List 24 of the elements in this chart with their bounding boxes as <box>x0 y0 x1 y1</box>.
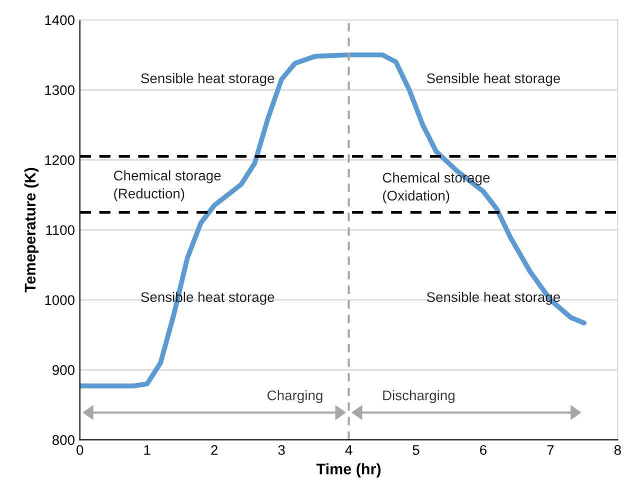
annotation: Chemical storage (Reduction) <box>114 170 221 202</box>
x-tick-label: 7 <box>547 445 554 455</box>
x-axis-title: Time (hr) <box>316 463 381 478</box>
y-tick-label: 1200 <box>45 155 74 166</box>
y-tick-label: 900 <box>52 365 74 376</box>
annotation: Sensible heat storage <box>426 73 560 86</box>
x-tick-label: 0 <box>76 445 84 455</box>
x-tick-label: 4 <box>345 445 352 455</box>
y-tick-label: 1000 <box>45 295 74 306</box>
x-tick-label: 2 <box>211 445 218 455</box>
x-tick-label: 5 <box>412 445 420 455</box>
annotation: Charging <box>268 390 322 404</box>
line-series <box>80 52 586 388</box>
x-tick-label: 8 <box>614 445 621 455</box>
y-axis-title: Temeperature (K) <box>24 168 39 292</box>
y-tick-label: 800 <box>52 435 74 446</box>
y-tick-label: 1300 <box>45 85 74 96</box>
x-tick-label: 3 <box>278 445 285 455</box>
x-tick-label: 6 <box>480 445 486 455</box>
annotation: Discharging <box>383 390 454 404</box>
y-tick-label: 1100 <box>46 225 74 236</box>
x-tick-label: 1 <box>144 445 150 455</box>
y-tick-label: 1400 <box>45 15 74 26</box>
annotation: Sensible heat storage <box>141 73 274 86</box>
